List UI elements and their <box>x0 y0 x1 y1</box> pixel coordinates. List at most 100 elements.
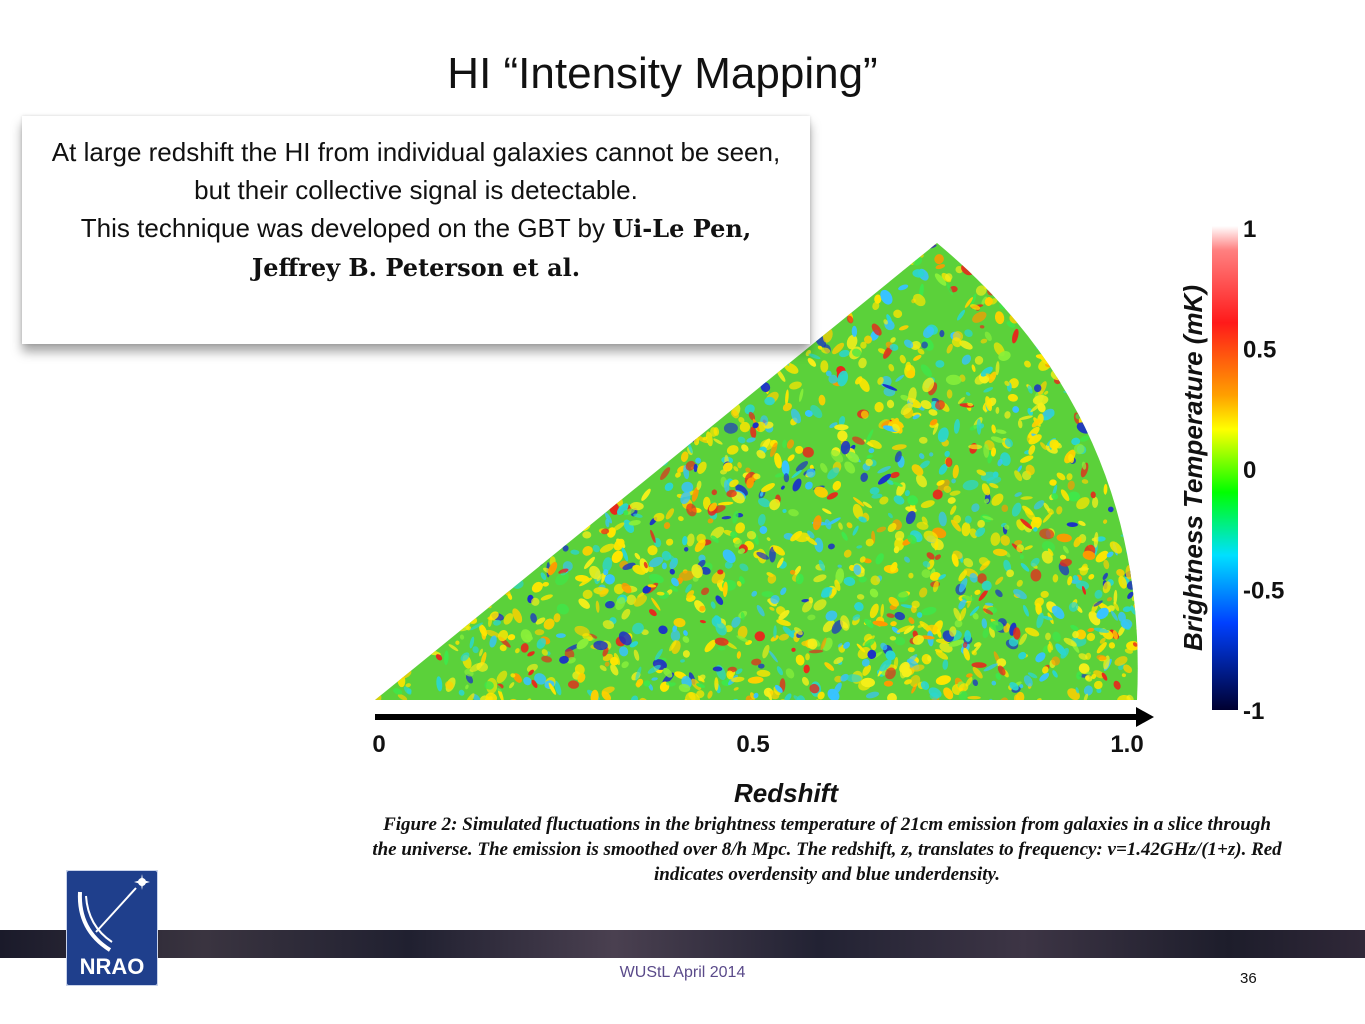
heatmap-speckle <box>564 525 571 532</box>
heatmap-speckle <box>442 556 452 566</box>
heatmap-speckle <box>375 589 384 598</box>
heatmap-speckle <box>515 648 520 654</box>
heatmap-speckle <box>621 608 631 620</box>
heatmap-speckle <box>966 673 973 678</box>
heatmap-speckle <box>814 486 828 498</box>
heatmap-speckle <box>1027 672 1038 679</box>
heatmap-speckle <box>979 423 985 429</box>
heatmap-speckle <box>735 668 743 675</box>
heatmap-speckle <box>886 399 895 409</box>
heatmap-speckle <box>646 447 658 459</box>
heatmap-speckle <box>1025 282 1036 289</box>
heatmap-speckle <box>1059 558 1072 567</box>
heatmap-speckle <box>621 582 632 594</box>
heatmap-speckle <box>792 478 802 492</box>
heatmap-speckle <box>665 681 672 686</box>
heatmap-speckle <box>833 682 842 695</box>
x-tick-label: 1.0 <box>1110 731 1143 758</box>
heatmap-speckle <box>982 515 994 521</box>
heatmap-speckle <box>435 402 445 412</box>
heatmap-speckle <box>1138 385 1150 395</box>
heatmap-speckle <box>406 688 412 694</box>
heatmap-speckle <box>846 315 854 324</box>
heatmap-speckle <box>471 513 483 520</box>
heatmap-speckle <box>461 547 472 558</box>
heatmap-speckle <box>647 664 661 674</box>
heatmap-speckle <box>565 358 572 364</box>
heatmap-speckle <box>977 519 985 528</box>
heatmap-speckle <box>974 356 984 365</box>
heatmap-speckle <box>1106 597 1113 602</box>
heatmap-speckle <box>865 429 874 444</box>
heatmap-speckle <box>995 259 1008 274</box>
heatmap-speckle <box>527 559 533 566</box>
heatmap-speckle <box>1110 610 1118 621</box>
heatmap-speckle <box>392 547 401 559</box>
heatmap-speckle <box>1140 271 1153 284</box>
heatmap-speckle <box>489 611 499 620</box>
heatmap-speckle <box>448 644 459 652</box>
heatmap-speckle <box>736 651 742 659</box>
heatmap-speckle <box>609 656 619 666</box>
heatmap-speckle <box>898 325 909 331</box>
heatmap-speckle <box>707 518 714 524</box>
heatmap-speckle <box>785 389 789 406</box>
heatmap-speckle <box>947 497 956 504</box>
heatmap-speckle <box>951 553 959 567</box>
heatmap-speckle <box>758 497 771 508</box>
heatmap-speckle <box>1125 243 1137 254</box>
heatmap-speckle <box>400 435 409 444</box>
heatmap-speckle <box>761 482 775 493</box>
heatmap-speckle <box>538 472 546 486</box>
heatmap-speckle <box>616 481 623 488</box>
heatmap-speckle <box>1055 643 1067 656</box>
callout-text-2: This technique was developed on the GBT … <box>80 213 605 243</box>
heatmap-speckle <box>696 533 706 544</box>
heatmap-speckle <box>375 455 379 466</box>
heatmap-speckle <box>795 445 804 454</box>
heatmap-speckle <box>376 615 382 622</box>
heatmap-speckle <box>641 488 651 501</box>
heatmap-speckle <box>1015 691 1025 700</box>
heatmap-speckle <box>390 634 397 642</box>
heatmap-speckle <box>983 274 988 282</box>
heatmap-speckle <box>574 379 582 385</box>
heatmap-speckle <box>817 297 824 305</box>
heatmap-speckle <box>1144 243 1151 252</box>
heatmap-speckle <box>642 433 654 443</box>
heatmap-speckle <box>892 481 903 487</box>
heatmap-speckle <box>767 574 777 584</box>
heatmap-speckle <box>541 649 548 656</box>
heatmap-speckle <box>964 515 972 524</box>
heatmap-speckle <box>820 462 828 473</box>
heatmap-speckle <box>683 630 688 636</box>
heatmap-speckle <box>970 304 981 310</box>
heatmap-speckle <box>981 618 988 629</box>
heatmap-speckle <box>650 529 656 544</box>
heatmap-speckle <box>1129 403 1134 409</box>
heatmap-speckle <box>408 354 417 359</box>
heatmap-speckle <box>376 446 381 457</box>
heatmap-speckle <box>782 626 795 638</box>
heatmap-speckle <box>802 446 814 458</box>
heatmap-speckle <box>858 357 867 369</box>
heatmap-speckle <box>813 599 827 611</box>
heatmap-speckle <box>507 634 516 641</box>
heatmap-speckle <box>1035 652 1046 663</box>
heatmap-speckle <box>989 483 999 489</box>
heatmap-speckle <box>682 698 688 700</box>
heatmap-speckle <box>537 453 545 463</box>
heatmap-speckle <box>585 376 595 384</box>
heatmap-speckle <box>396 439 403 448</box>
heatmap-speckle <box>1072 352 1080 360</box>
heatmap-speckle <box>623 510 629 516</box>
heatmap-speckle <box>828 374 838 384</box>
heatmap-speckle <box>1014 492 1022 497</box>
heatmap-speckle <box>807 614 816 621</box>
heatmap-speckle <box>865 538 874 547</box>
heatmap-speckle <box>1138 612 1148 623</box>
heatmap-speckle <box>916 612 923 618</box>
heatmap-speckle <box>377 557 387 566</box>
heatmap-speckle <box>392 486 401 499</box>
heatmap-speckle <box>823 302 833 313</box>
